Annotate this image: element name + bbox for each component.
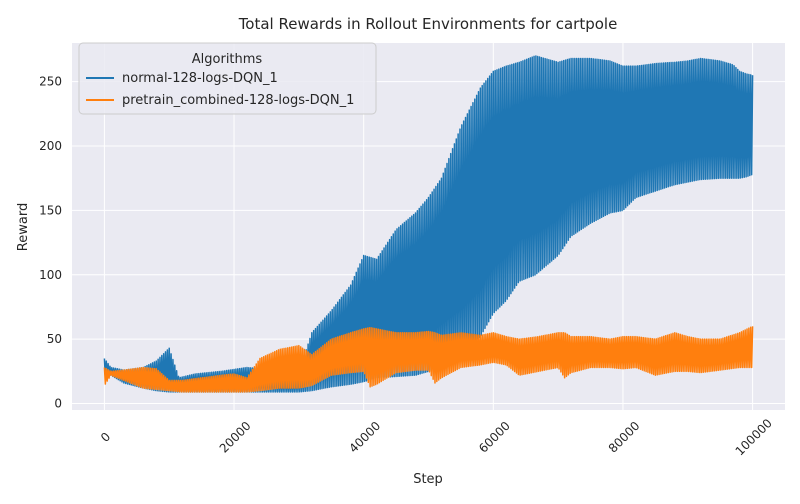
- y-tick-label: 0: [54, 397, 62, 411]
- x-tick-label: 60000: [476, 419, 513, 456]
- legend-box: [78, 42, 377, 115]
- series-line-pretrain: [103, 326, 754, 393]
- x-axis-label: Step: [413, 472, 443, 487]
- y-axis-label: Reward: [16, 203, 31, 251]
- x-tick-label: 40000: [346, 419, 383, 456]
- x-tick-label: 80000: [606, 419, 643, 456]
- y-tick-label: 50: [47, 332, 62, 346]
- x-tick-label: 0: [98, 430, 113, 445]
- legend-label-normal: normal-128-logs-DQN_1: [122, 71, 278, 86]
- x-tick-label: 20000: [217, 419, 254, 456]
- y-tick-label: 150: [39, 203, 62, 217]
- y-tick-label: 250: [39, 75, 62, 89]
- y-tick-label: 200: [39, 139, 62, 153]
- legend-label-pretrain: pretrain_combined-128-logs-DQN_1: [122, 93, 354, 108]
- series-layer: [103, 55, 754, 393]
- legend: Algorithms normal-128-logs-DQN_1 pretrai…: [78, 42, 377, 115]
- x-tick-label: 100000: [733, 416, 775, 458]
- legend-title: Algorithms: [192, 52, 263, 67]
- y-tick-label: 100: [39, 268, 62, 282]
- chart-title: Total Rewards in Rollout Environments fo…: [238, 15, 618, 33]
